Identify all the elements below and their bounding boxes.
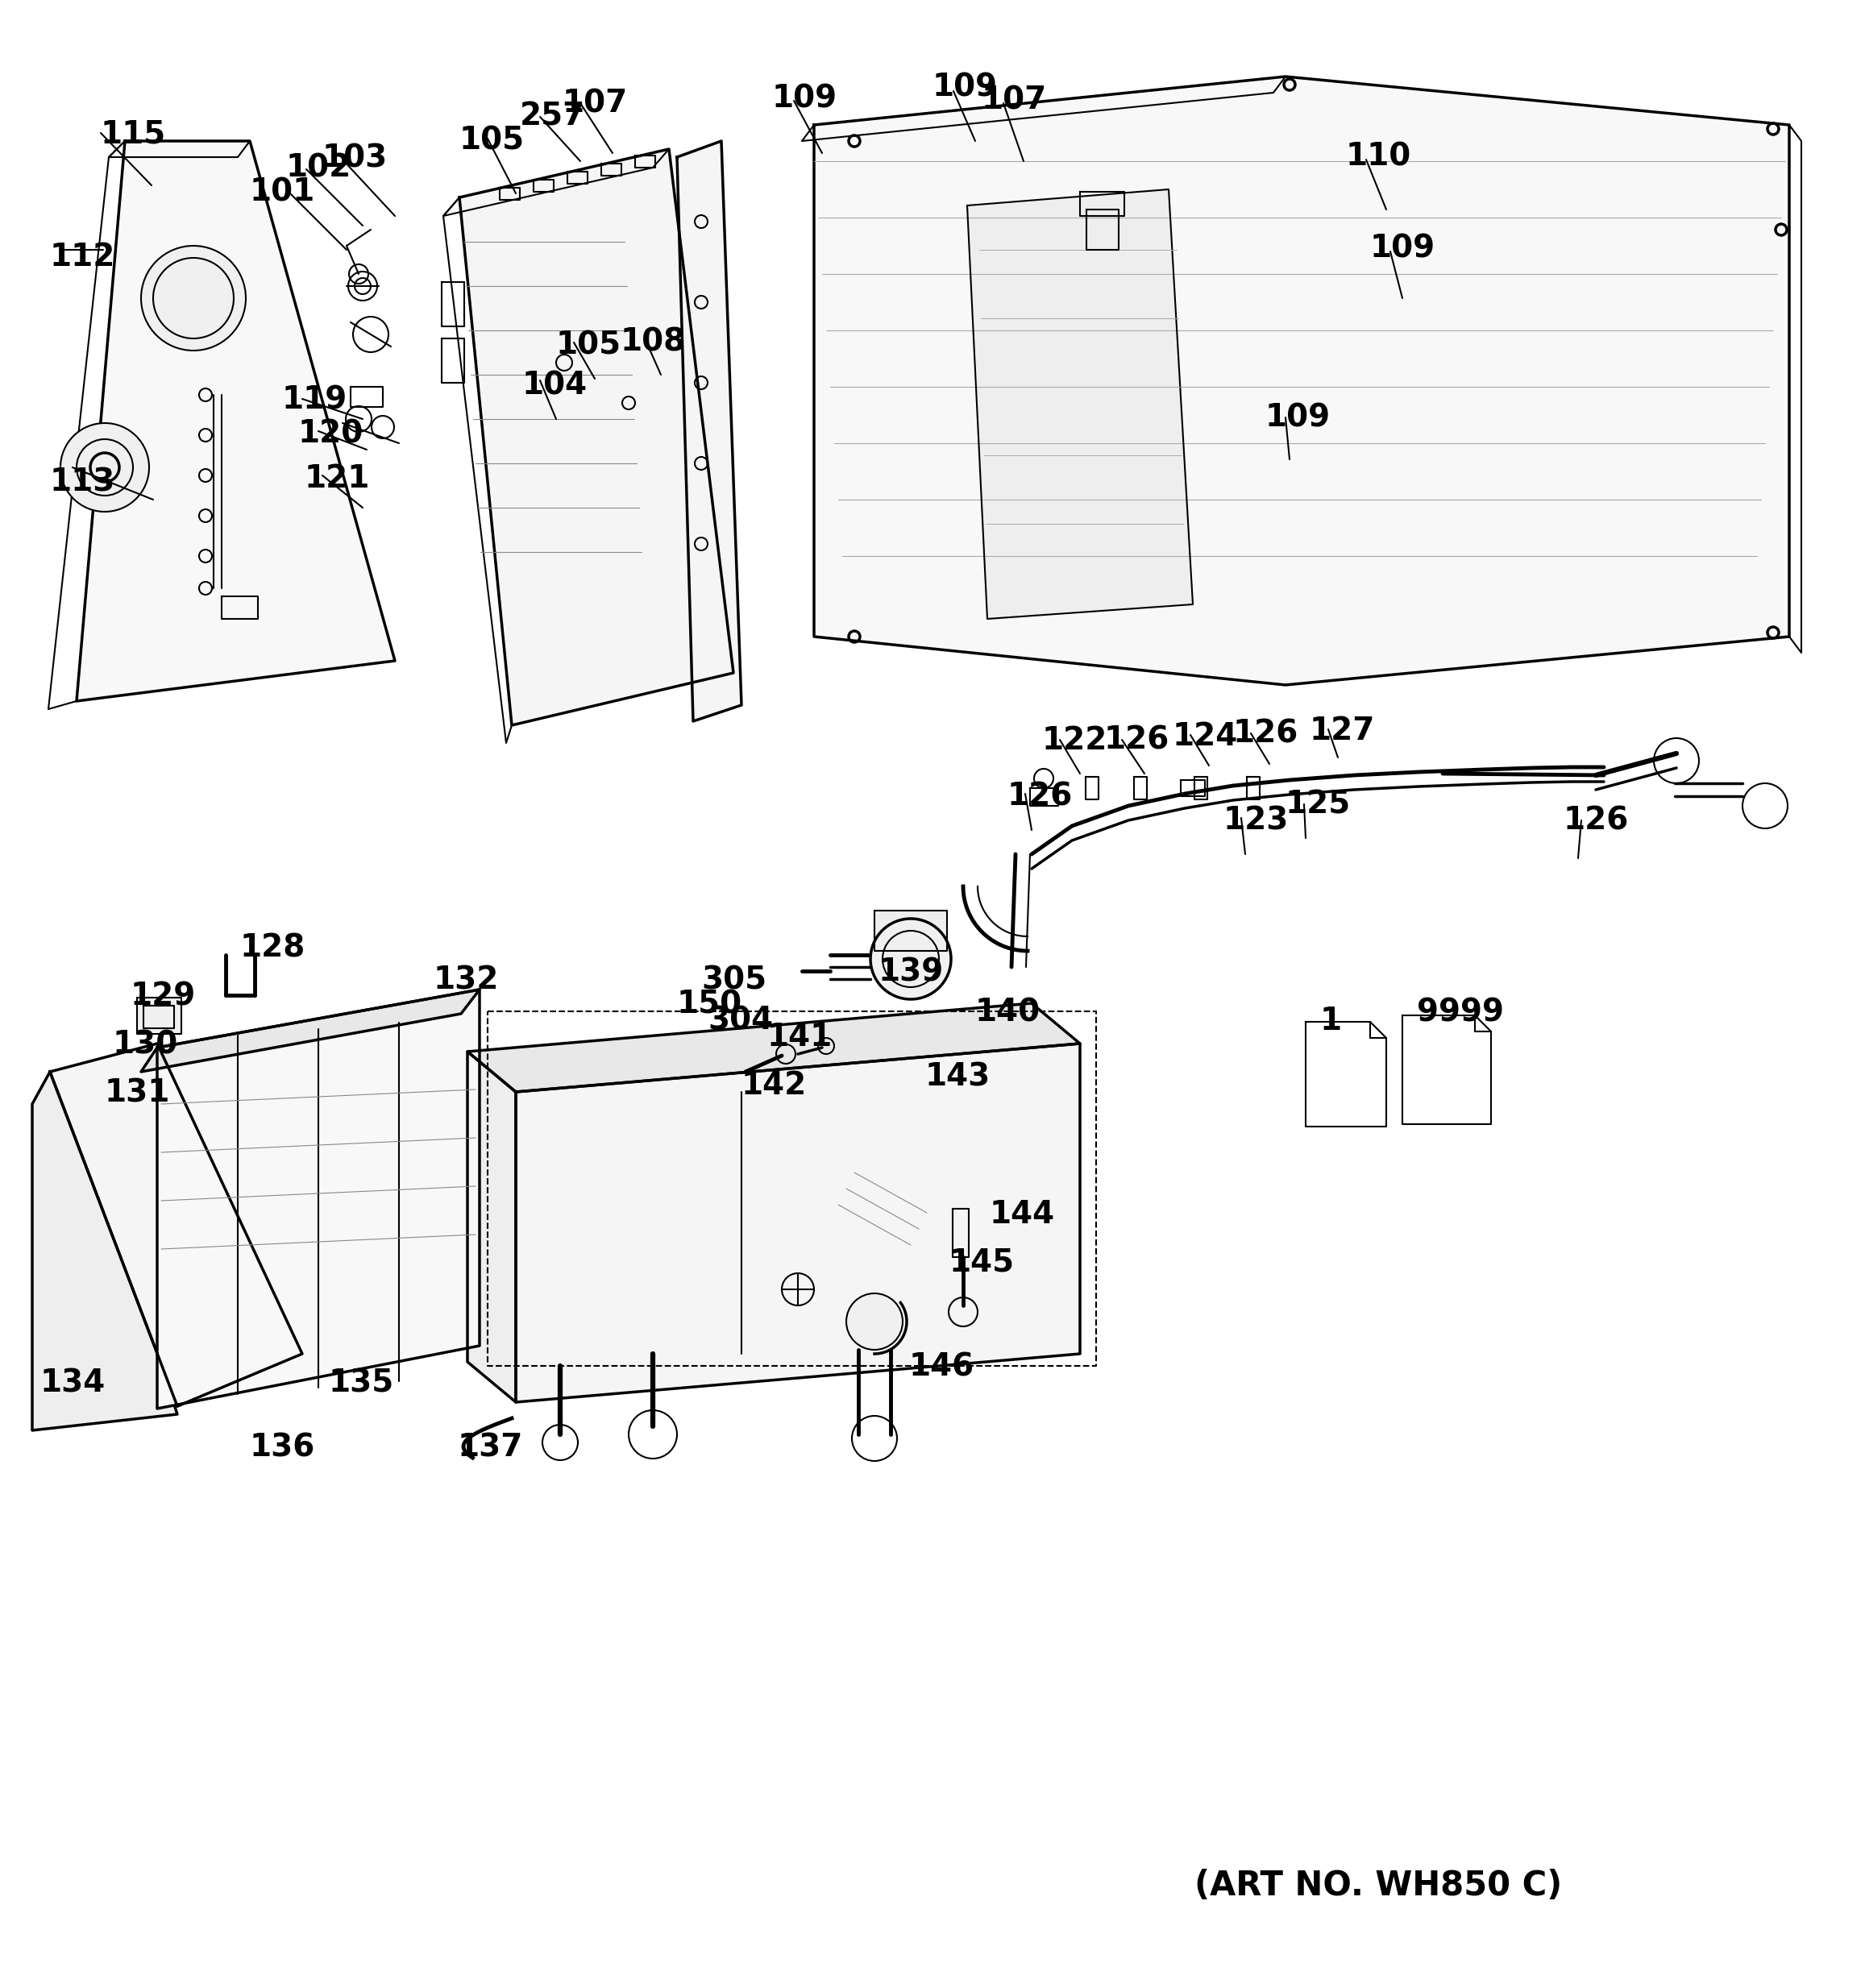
- Text: 120: 120: [298, 419, 364, 449]
- Text: 105: 105: [459, 125, 524, 155]
- Polygon shape: [76, 141, 395, 702]
- Polygon shape: [1181, 779, 1205, 795]
- Text: 126: 126: [1104, 726, 1169, 755]
- Polygon shape: [468, 1052, 517, 1402]
- Polygon shape: [517, 1044, 1080, 1402]
- Polygon shape: [813, 78, 1789, 686]
- Text: 142: 142: [742, 1070, 808, 1101]
- Text: 109: 109: [772, 83, 837, 113]
- Text: 132: 132: [433, 966, 500, 996]
- Text: 1: 1: [1320, 1006, 1343, 1036]
- Text: 141: 141: [767, 1022, 834, 1052]
- Text: 143: 143: [925, 1062, 990, 1093]
- Text: 305: 305: [701, 966, 767, 996]
- Text: 131: 131: [104, 1077, 170, 1109]
- Text: 110: 110: [1347, 141, 1412, 171]
- Circle shape: [847, 1294, 903, 1350]
- Text: 107: 107: [563, 89, 629, 119]
- Polygon shape: [50, 1044, 302, 1406]
- Text: 126: 126: [1233, 720, 1298, 749]
- Text: 104: 104: [522, 370, 587, 402]
- Text: 107: 107: [981, 85, 1046, 115]
- Text: 136: 136: [250, 1433, 315, 1463]
- Text: (ART NO. WH850 C): (ART NO. WH850 C): [1194, 1869, 1563, 1903]
- Polygon shape: [157, 990, 479, 1409]
- Polygon shape: [468, 1004, 1080, 1091]
- Circle shape: [60, 423, 149, 511]
- Text: 150: 150: [677, 990, 742, 1020]
- Polygon shape: [1306, 1022, 1386, 1127]
- Polygon shape: [459, 149, 733, 726]
- Text: 134: 134: [41, 1368, 106, 1400]
- Text: 139: 139: [878, 958, 944, 988]
- Text: 129: 129: [131, 982, 196, 1012]
- Text: 109: 109: [1371, 235, 1436, 264]
- Text: 108: 108: [621, 326, 686, 358]
- Text: 127: 127: [1309, 716, 1375, 746]
- Polygon shape: [1402, 1016, 1490, 1123]
- Text: 125: 125: [1285, 789, 1350, 821]
- Text: 126: 126: [1007, 781, 1072, 813]
- Text: 119: 119: [282, 386, 347, 415]
- Text: 126: 126: [1563, 805, 1628, 837]
- Text: 146: 146: [908, 1352, 975, 1384]
- Text: 105: 105: [556, 330, 621, 362]
- Text: 130: 130: [114, 1030, 179, 1060]
- Text: 124: 124: [1173, 722, 1238, 751]
- Text: 145: 145: [949, 1246, 1015, 1278]
- Polygon shape: [1029, 787, 1057, 805]
- Text: 137: 137: [457, 1433, 524, 1463]
- Text: 257: 257: [520, 101, 586, 131]
- Text: 135: 135: [328, 1368, 394, 1400]
- Polygon shape: [142, 990, 479, 1072]
- Text: 128: 128: [241, 932, 306, 964]
- Text: 122: 122: [1043, 726, 1108, 755]
- Text: 9999: 9999: [1417, 998, 1503, 1028]
- Text: 144: 144: [990, 1199, 1056, 1231]
- Text: 102: 102: [285, 153, 352, 183]
- Text: 109: 109: [932, 72, 998, 103]
- Circle shape: [871, 918, 951, 1000]
- Text: 121: 121: [304, 463, 371, 493]
- Polygon shape: [136, 998, 181, 1034]
- Text: 103: 103: [323, 143, 388, 175]
- Polygon shape: [677, 141, 742, 722]
- Text: 115: 115: [101, 119, 166, 149]
- Text: 112: 112: [50, 243, 116, 272]
- Text: 113: 113: [50, 467, 116, 499]
- Text: 140: 140: [975, 998, 1041, 1028]
- Text: 304: 304: [707, 1006, 772, 1036]
- Text: 123: 123: [1223, 805, 1289, 837]
- Polygon shape: [875, 911, 947, 950]
- Text: 109: 109: [1264, 404, 1332, 433]
- Polygon shape: [32, 1072, 302, 1429]
- Circle shape: [142, 247, 246, 350]
- Text: 101: 101: [250, 177, 315, 209]
- Polygon shape: [968, 189, 1194, 618]
